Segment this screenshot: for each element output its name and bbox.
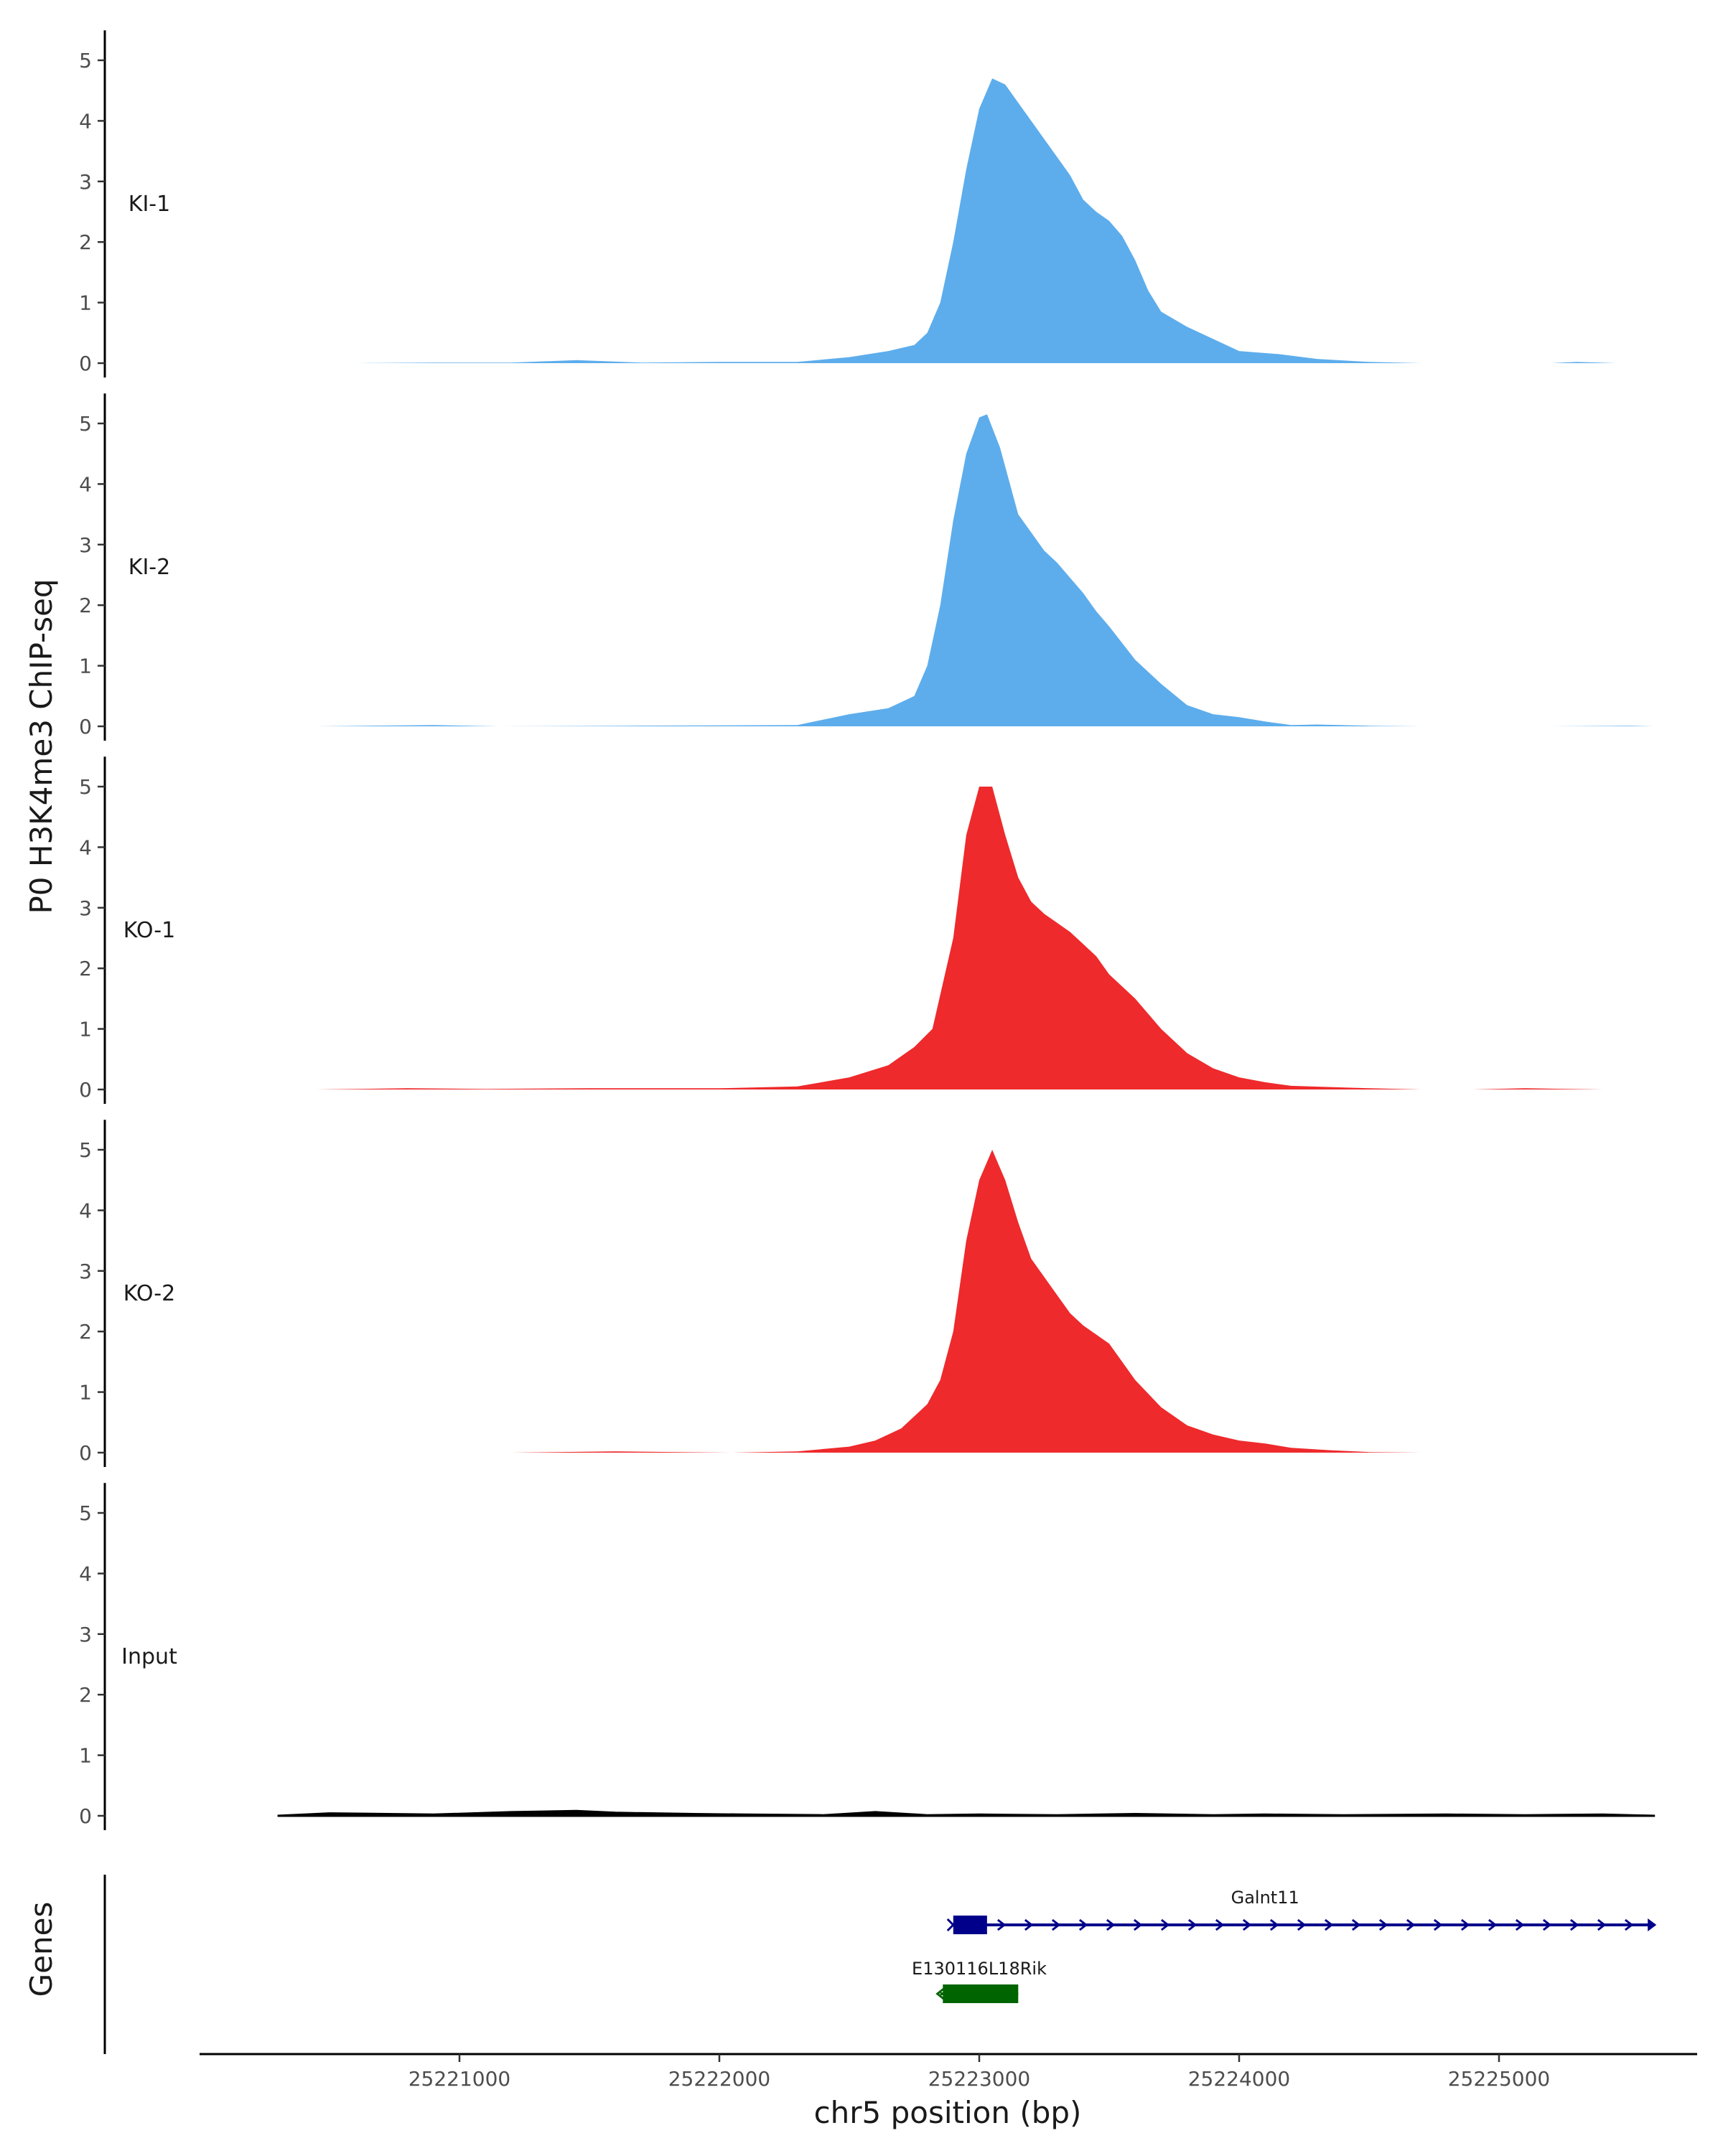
strand-arrow xyxy=(1215,1918,1225,1931)
strand-arrow xyxy=(996,1918,1007,1931)
gene-label: E130116L18Rik xyxy=(912,1959,1047,1979)
x-tick-label: 25225000 xyxy=(1448,2067,1551,2091)
strand-arrow xyxy=(1378,1918,1388,1931)
strand-arrow xyxy=(1297,1918,1307,1931)
y-tick-label: 0 xyxy=(79,1804,92,1828)
gene-label: Galnt11 xyxy=(1231,1888,1299,1908)
strand-arrow xyxy=(935,1987,945,2001)
y-tick-label: 5 xyxy=(79,49,92,72)
strand-arrow xyxy=(1515,1918,1525,1931)
y-tick-label: 3 xyxy=(79,170,92,194)
y-axis-title: P0 H3K4me3 ChIP-seq xyxy=(24,578,59,914)
x-axis-title: chr5 position (bp) xyxy=(814,2095,1082,2130)
track-ko-1: 0 1 2 3 4 5 KO-1 xyxy=(79,756,1603,1104)
y-tick-label: 2 xyxy=(79,230,92,254)
strand-arrow xyxy=(1051,1918,1061,1931)
strand-arrow xyxy=(1542,1918,1552,1931)
strand-arrow xyxy=(1242,1918,1252,1931)
y-tick-label: 0 xyxy=(79,1441,92,1465)
y-tick-label: 0 xyxy=(79,715,92,739)
y-tick-label: 5 xyxy=(79,775,92,799)
strand-arrow xyxy=(1106,1918,1116,1931)
strand-arrow xyxy=(1488,1918,1498,1931)
signal-area-secondary xyxy=(1472,1088,1603,1089)
x-tick-label: 25223000 xyxy=(928,2067,1031,2091)
strand-arrow xyxy=(1351,1918,1361,1931)
gene-e130116l18rik: E130116L18Rik xyxy=(912,1959,1047,2003)
track-ko-2: 0 1 2 3 4 5 KO-2 xyxy=(79,1120,1421,1467)
y-tick-label: 3 xyxy=(79,896,92,920)
y-tick-label: 4 xyxy=(79,835,92,859)
x-tick-label: 25222000 xyxy=(668,2067,771,2091)
strand-arrow-end xyxy=(1648,1918,1657,1931)
strand-arrow xyxy=(1078,1918,1088,1931)
track-label: KO-2 xyxy=(123,1281,175,1306)
track-label: KI-2 xyxy=(129,555,170,580)
track-ki-1: 0 1 2 3 4 5 KI-1 xyxy=(79,30,1616,378)
signal-area xyxy=(355,78,1421,364)
strand-arrow xyxy=(1160,1918,1170,1931)
y-tick-label: 4 xyxy=(79,472,92,496)
y-tick-label: 3 xyxy=(79,1623,92,1646)
strand-arrow xyxy=(1406,1918,1416,1931)
strand-arrow xyxy=(1324,1918,1334,1931)
strand-arrow xyxy=(1624,1918,1634,1931)
y-tick-label: 1 xyxy=(79,1744,92,1768)
strand-arrow xyxy=(1460,1918,1470,1931)
y-tick-label: 3 xyxy=(79,533,92,557)
strand-arrow xyxy=(1024,1918,1034,1931)
gene-galnt11: Galnt11 xyxy=(946,1888,1657,1934)
strand-arrow xyxy=(1433,1918,1443,1931)
signal-area xyxy=(316,787,1421,1089)
genes-layer: Galnt11 E130116L18Rik xyxy=(103,1875,1657,2054)
y-tick-label: 1 xyxy=(79,291,92,315)
y-tick-label: 1 xyxy=(79,655,92,678)
genes-track-title: Genes xyxy=(24,1902,59,1997)
strand-arrow xyxy=(1569,1918,1579,1931)
x-tick-label: 25221000 xyxy=(408,2067,511,2091)
y-tick-label: 2 xyxy=(79,1683,92,1707)
y-tick-label: 1 xyxy=(79,1018,92,1041)
strand-arrow xyxy=(1187,1918,1197,1931)
x-axis: 25221000 25222000 25223000 25224000 25225000 xyxy=(200,2053,1697,2091)
y-tick-label: 2 xyxy=(79,1320,92,1344)
strand-arrow xyxy=(1597,1918,1607,1931)
track-label: KI-1 xyxy=(129,192,170,217)
y-tick-label: 0 xyxy=(79,1078,92,1102)
y-tick-label: 5 xyxy=(79,1138,92,1162)
strand-arrow xyxy=(1269,1918,1279,1931)
y-tick-label: 1 xyxy=(79,1381,92,1405)
strand-arrow xyxy=(946,1918,955,1932)
tracks-layer: 0 1 2 3 4 5 KI-1 0 1 2 3 4 5 KI-2 0 1 2 3 4 5 KO-1 0 1 2 3 4 5 KO-2… xyxy=(79,30,1656,1830)
gene-exon xyxy=(943,1984,1019,2003)
signal-area xyxy=(277,1809,1656,1817)
y-tick-label: 2 xyxy=(79,957,92,980)
y-tick-label: 4 xyxy=(79,1562,92,1585)
gene-exon xyxy=(953,1916,987,1934)
y-tick-label: 0 xyxy=(79,352,92,375)
signal-area xyxy=(316,414,1421,726)
signal-area-secondary xyxy=(1551,362,1616,363)
track-ki-2: 0 1 2 3 4 5 KI-2 xyxy=(79,393,1656,741)
y-tick-label: 5 xyxy=(79,1501,92,1525)
track-input: 0 1 2 3 4 5 Input xyxy=(79,1483,1656,1830)
y-tick-label: 2 xyxy=(79,594,92,617)
y-tick-label: 4 xyxy=(79,1199,92,1222)
y-tick-label: 3 xyxy=(79,1260,92,1283)
signal-area xyxy=(277,1150,1421,1453)
y-tick-label: 4 xyxy=(79,109,92,133)
track-label: Input xyxy=(121,1644,177,1669)
x-tick-label: 25224000 xyxy=(1188,2067,1291,2091)
track-label: KO-1 xyxy=(123,918,175,943)
y-tick-label: 5 xyxy=(79,412,92,436)
strand-arrow xyxy=(1133,1918,1143,1931)
